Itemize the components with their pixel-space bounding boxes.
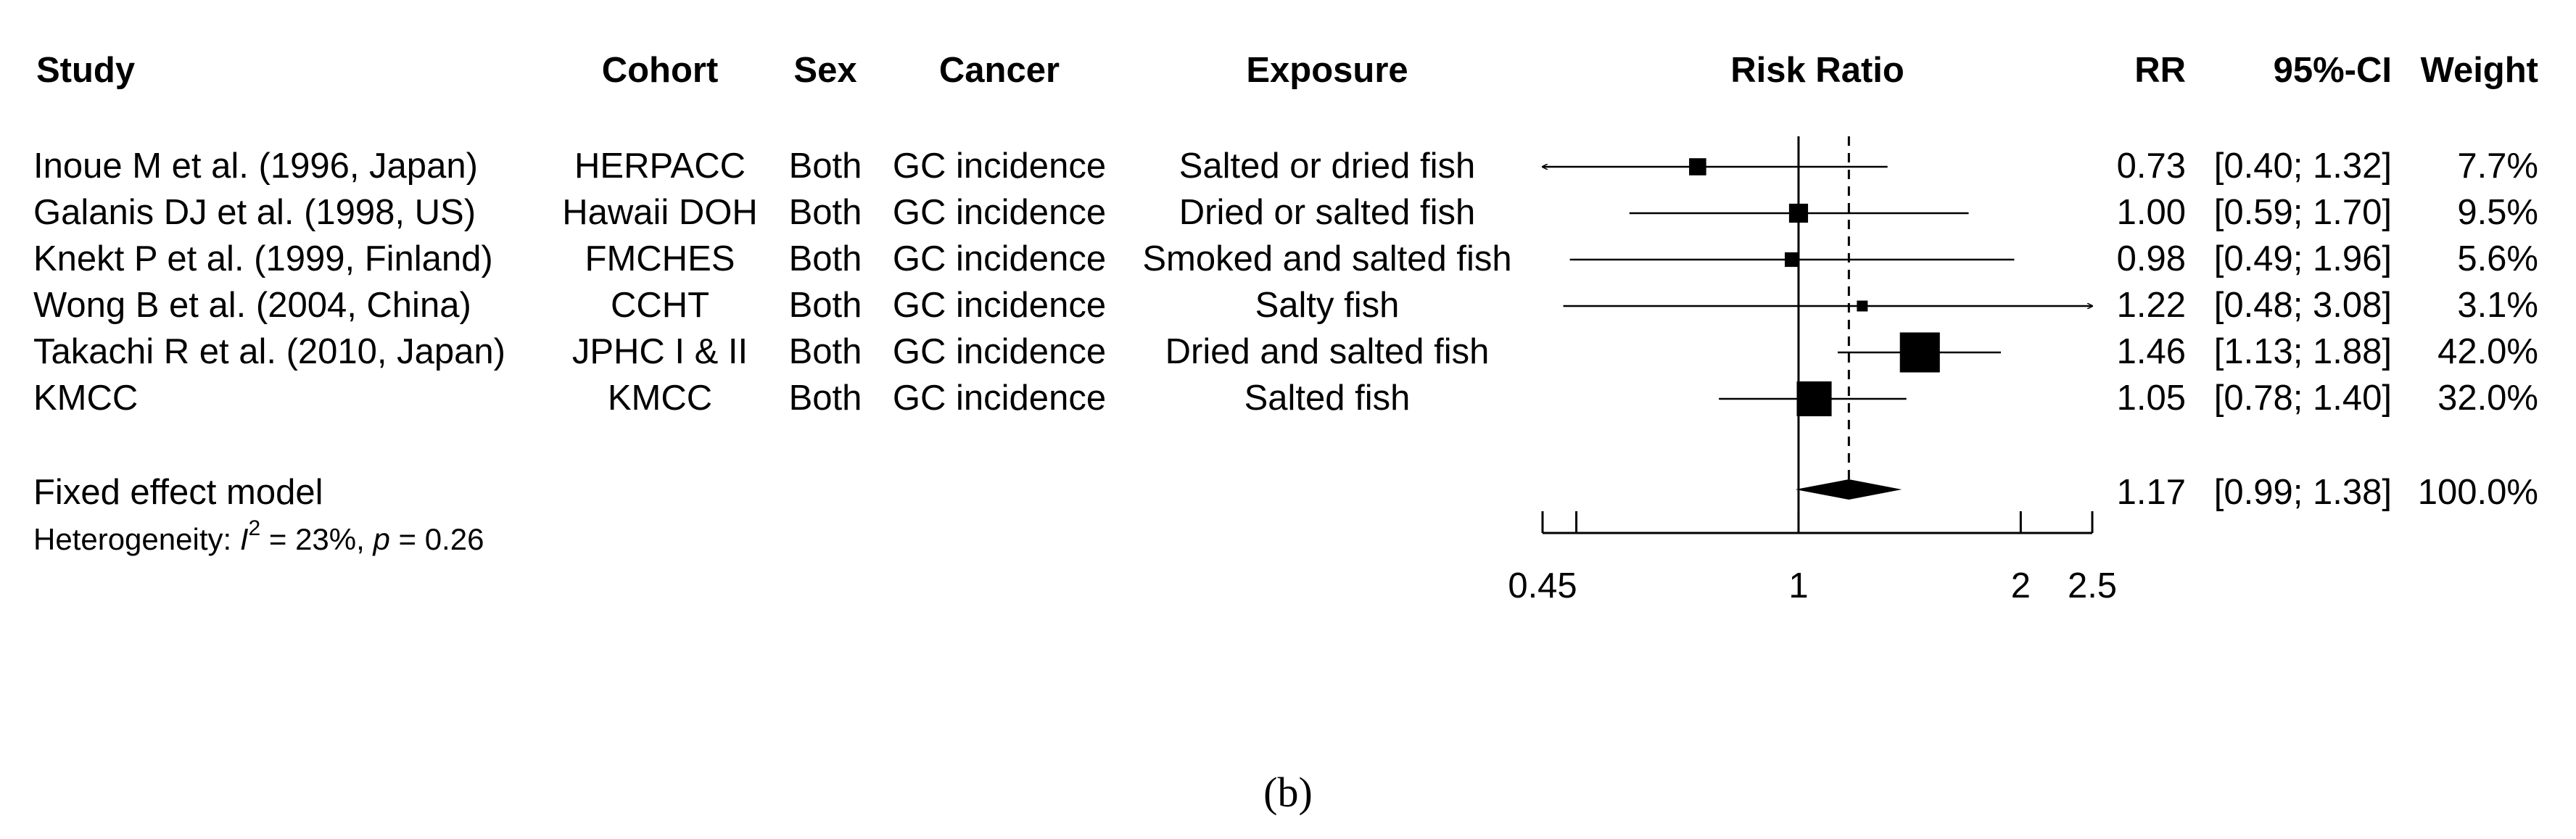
study-exposure: Salted fish — [1244, 379, 1411, 418]
study-cancer: GC incidence — [893, 332, 1106, 371]
header-weight: Weight — [2421, 51, 2538, 90]
study-cancer: GC incidence — [893, 286, 1106, 325]
pooled-rr: 1.17 — [2117, 473, 2186, 512]
study-ci: [0.48; 3.08] — [2214, 286, 2392, 325]
study-rr: 1.22 — [2117, 286, 2186, 325]
plot-area: 0.45 1 2 2.5 — [1508, 136, 2117, 606]
study-cohort: JPHC I & II — [572, 332, 748, 371]
x-axis-tick-label: 2.5 — [2068, 566, 2117, 606]
study-cohort: KMCC — [608, 379, 712, 418]
header-risk-ratio: Risk Ratio — [1730, 51, 1904, 90]
heterogeneity-p: = 0.26 — [390, 522, 484, 556]
header-rr: RR — [2134, 51, 2186, 90]
study-exposure: Dried and salted fish — [1165, 332, 1490, 371]
pooled-label: Fixed effect model — [33, 473, 323, 512]
x-axis-tick-label: 2 — [2011, 566, 2031, 606]
header-cohort: Cohort — [602, 51, 719, 90]
study-cancer: GC incidence — [893, 146, 1106, 186]
pooled-ci: [0.99; 1.38] — [2214, 473, 2392, 512]
study-weight: 32.0% — [2437, 379, 2538, 418]
study-cancer: GC incidence — [893, 239, 1106, 278]
study-exposure: Dried or salted fish — [1179, 193, 1476, 232]
effect-box — [1857, 300, 1868, 312]
pooled-weight: 100.0% — [2418, 473, 2538, 512]
study-sex: Both — [789, 332, 862, 371]
study-rows: Inoue M et al. (1996, Japan) HERPACC Both G… — [33, 146, 2538, 418]
study-name: Inoue M et al. (1996, Japan) — [33, 146, 478, 186]
study-weight: 7.7% — [2457, 146, 2538, 186]
study-sex: Both — [789, 286, 862, 325]
study-rr: 1.46 — [2117, 332, 2186, 371]
study-rr: 1.05 — [2117, 379, 2186, 418]
study-ci: [0.40; 1.32] — [2214, 146, 2392, 186]
panel-label: (b) — [1263, 769, 1313, 816]
effect-box — [1788, 203, 1809, 223]
study-cohort: HERPACC — [574, 146, 746, 186]
header-cancer: Cancer — [939, 51, 1060, 90]
study-sex: Both — [789, 193, 862, 232]
effect-box — [1689, 158, 1706, 175]
study-rr: 0.98 — [2117, 239, 2186, 278]
pooled-diamond — [1795, 479, 1902, 500]
study-sex: Both — [789, 146, 862, 186]
x-axis-tick-label: 1 — [1788, 566, 1808, 606]
study-name: Knekt P et al. (1999, Finland) — [33, 239, 493, 278]
heterogeneity-i-symbol: I — [240, 522, 249, 556]
effect-box — [1796, 381, 1832, 417]
study-cohort: Hawaii DOH — [562, 193, 758, 232]
study-exposure: Salty fish — [1255, 286, 1400, 325]
study-weight: 3.1% — [2457, 286, 2538, 325]
study-name: KMCC — [33, 379, 138, 418]
study-exposure: Smoked and salted fish — [1142, 239, 1511, 278]
study-ci: [1.13; 1.88] — [2214, 332, 2392, 371]
study-weight: 9.5% — [2457, 193, 2538, 232]
heterogeneity-prefix: Heterogeneity: — [33, 522, 240, 556]
effect-box — [1784, 252, 1800, 268]
effect-box — [1899, 332, 1940, 373]
study-sex: Both — [789, 239, 862, 278]
study-ci: [0.59; 1.70] — [2214, 193, 2392, 232]
study-ci: [0.49; 1.96] — [2214, 239, 2392, 278]
study-name: Galanis DJ et al. (1998, US) — [33, 193, 476, 232]
study-rr: 0.73 — [2117, 146, 2186, 186]
study-name: Wong B et al. (2004, China) — [33, 286, 471, 325]
study-exposure: Salted or dried fish — [1179, 146, 1476, 186]
study-ci: [0.78; 1.40] — [2214, 379, 2392, 418]
study-sex: Both — [789, 379, 862, 418]
heterogeneity-superscript: 2 — [249, 516, 261, 540]
study-cancer: GC incidence — [893, 379, 1106, 418]
study-cancer: GC incidence — [893, 193, 1106, 232]
study-cohort: CCHT — [611, 286, 709, 325]
header-exposure: Exposure — [1246, 51, 1408, 90]
heterogeneity-i2: = 23%, — [260, 522, 373, 556]
x-axis-tick-label: 0.45 — [1508, 566, 1577, 606]
study-rr: 1.00 — [2117, 193, 2186, 232]
study-weight: 5.6% — [2457, 239, 2538, 278]
study-weight: 42.0% — [2437, 332, 2538, 371]
header-ci: 95%-CI — [2274, 51, 2392, 90]
header-sex: Sex — [793, 51, 856, 90]
heterogeneity-p-symbol: p — [371, 522, 389, 556]
heterogeneity-text: Heterogeneity: I2 = 23%, p = 0.26 — [33, 516, 484, 556]
study-cohort: FMCHES — [585, 239, 735, 278]
header-study: Study — [36, 51, 135, 90]
study-name: Takachi R et al. (2010, Japan) — [33, 332, 505, 371]
